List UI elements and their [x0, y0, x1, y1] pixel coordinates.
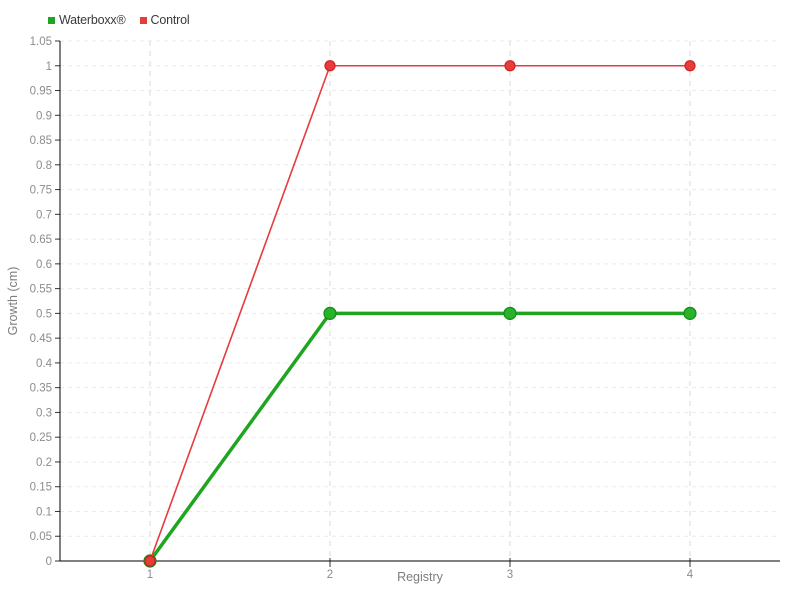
y-tick-label: 1 [46, 61, 52, 73]
x-tick-label: 2 [327, 569, 333, 581]
y-tick-label: 0.95 [30, 86, 52, 98]
y-tick-label: 1.05 [30, 36, 52, 48]
y-tick-label: 0.15 [30, 482, 52, 494]
x-tick-label: 1 [147, 569, 153, 581]
y-axis-title: Growth (cm) [6, 266, 20, 336]
y-tick-label: 0 [46, 556, 52, 568]
legend-label-control: Control [150, 13, 190, 27]
legend-item-waterboxx[interactable]: Waterboxx® [48, 13, 126, 27]
x-axis-title: Registry [397, 570, 443, 584]
legend-swatch-waterboxx [48, 16, 55, 24]
legend-swatch-control [139, 16, 147, 24]
data-point-waterboxx [323, 306, 337, 320]
y-tick-label: 0.5 [36, 308, 52, 320]
data-point-control [684, 60, 696, 72]
data-point-control [324, 60, 336, 72]
y-tick-label: 0.85 [30, 135, 52, 147]
series-line-control [149, 64, 690, 562]
y-tick-label: 0.8 [36, 160, 52, 172]
y-tick-label: 0.35 [30, 383, 52, 395]
y-tick-label: 0.3 [36, 407, 52, 419]
x-tick-label: 3 [507, 569, 513, 581]
y-tick-label: 0.4 [36, 358, 53, 370]
legend: Waterboxx® Control [48, 13, 190, 27]
y-tick-label: 0.6 [36, 259, 52, 271]
y-tick-label: 0.25 [30, 432, 52, 444]
legend-label-waterboxx: Waterboxx® [59, 13, 126, 27]
y-tick-label: 0.45 [30, 333, 52, 345]
data-point-waterboxx [683, 306, 697, 320]
y-tick-label: 0.7 [36, 209, 52, 221]
legend-item-control[interactable]: Control [139, 13, 190, 27]
y-tick-label: 0.55 [30, 284, 52, 296]
x-tick-label: 4 [687, 569, 694, 581]
data-point-control [504, 60, 516, 72]
y-tick-label: 0.2 [36, 457, 52, 469]
y-tick-label: 0.05 [30, 531, 52, 543]
y-tick-label: 0.65 [30, 234, 52, 246]
data-point-waterboxx [503, 306, 517, 320]
y-tick-label: 0.9 [36, 110, 52, 122]
data-point-control [144, 555, 156, 567]
series-line-waterboxx [148, 311, 690, 563]
y-tick-label: 0.1 [36, 506, 52, 518]
y-tick-label: 0.75 [30, 185, 52, 197]
